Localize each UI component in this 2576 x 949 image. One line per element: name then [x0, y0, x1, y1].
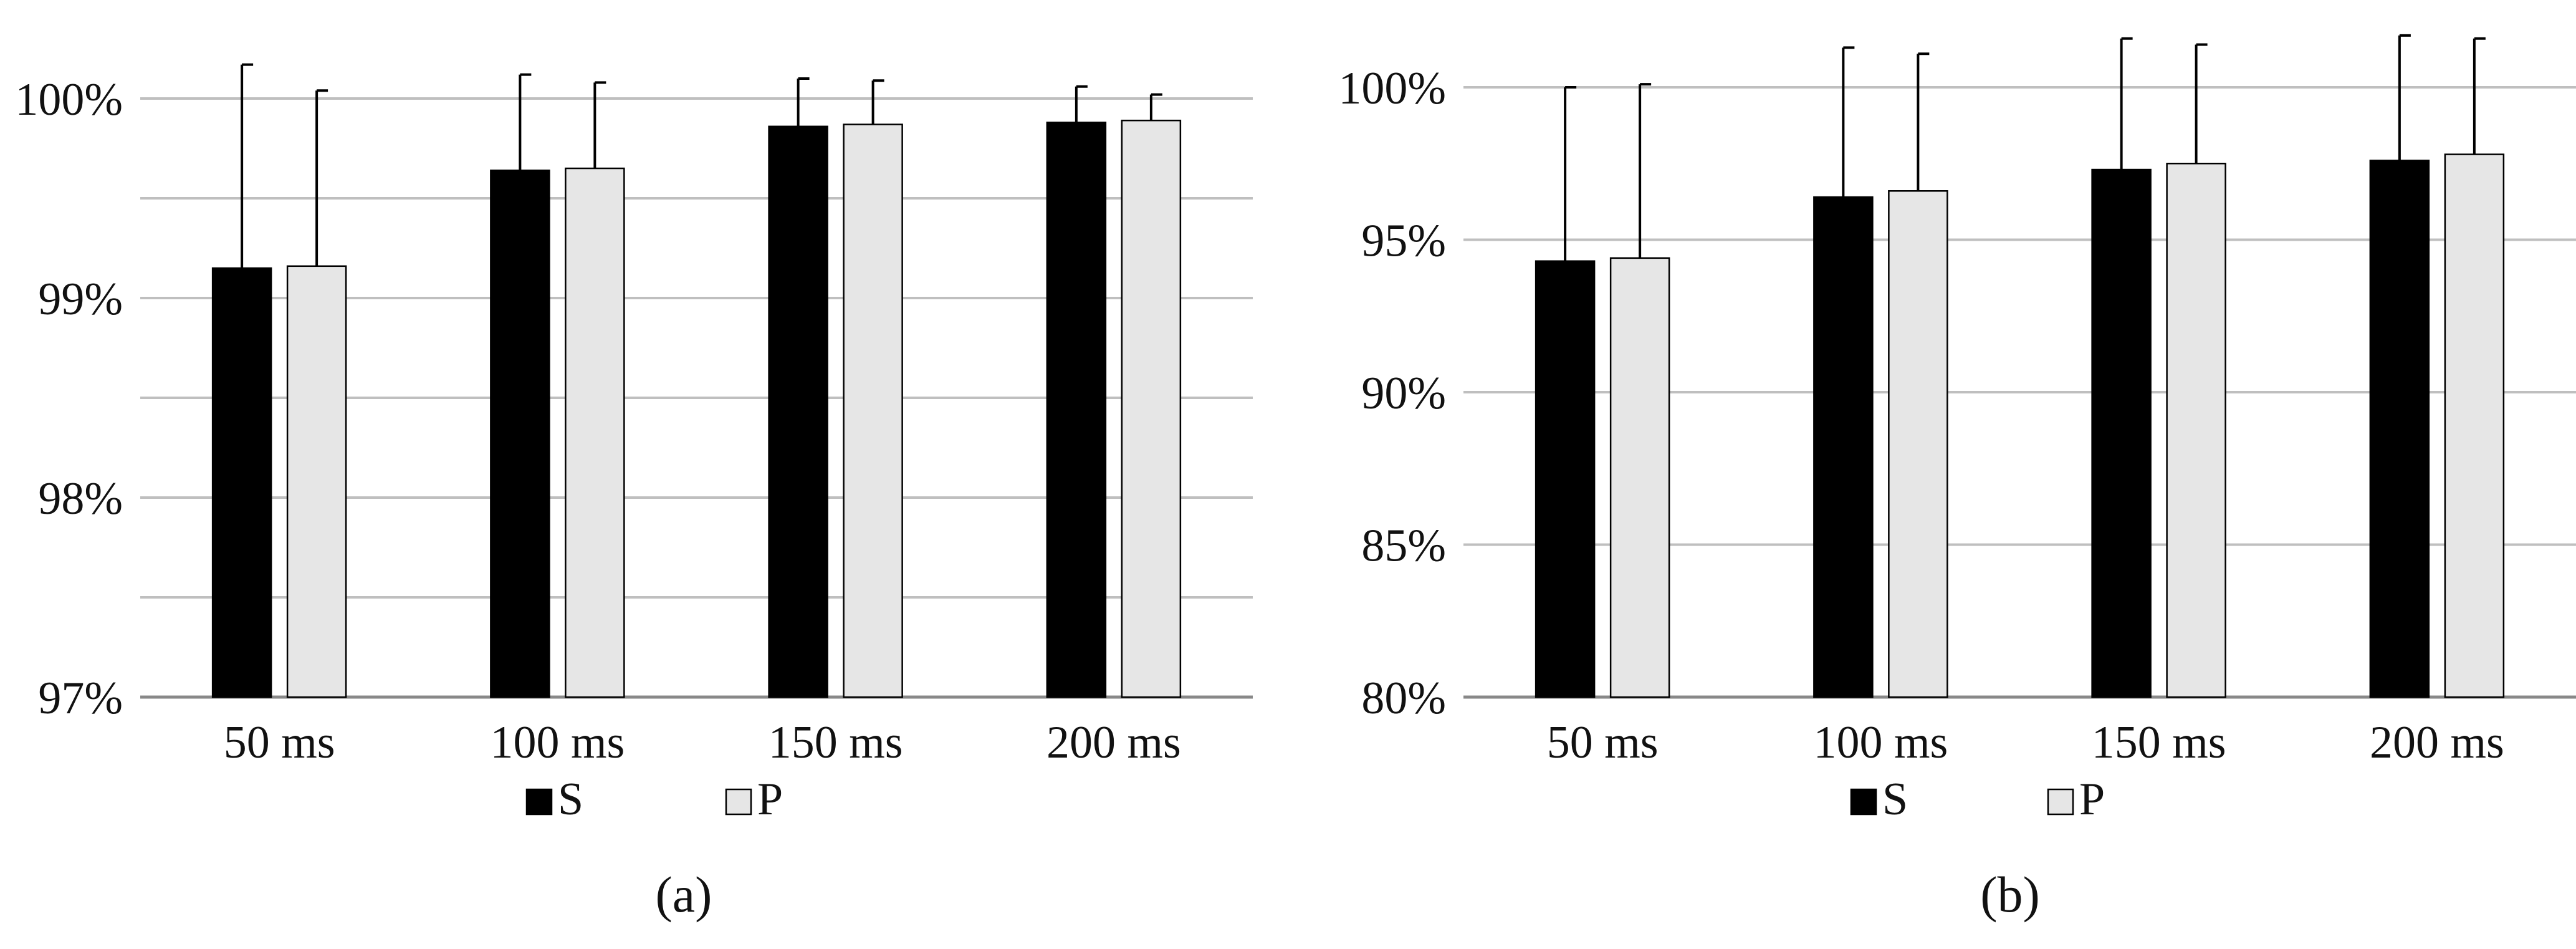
- bar-p-150ms: [2166, 163, 2226, 698]
- legend-swatch-p: [725, 788, 752, 816]
- y-tick-label: 100%: [15, 74, 123, 125]
- bar-s-100ms: [490, 169, 550, 698]
- y-tick-label: 80%: [1361, 673, 1446, 724]
- bar-s-150ms: [768, 125, 828, 698]
- legend-label-s: S: [558, 774, 583, 825]
- bar-p-100ms: [1888, 190, 1948, 698]
- bar-s-200ms: [2369, 160, 2430, 698]
- bar-s-50ms: [211, 267, 272, 698]
- panel-caption: (a): [655, 866, 712, 923]
- x-tick-label: 150 ms: [768, 717, 903, 768]
- x-tick-label: 50 ms: [1547, 717, 1659, 768]
- bar-p-50ms: [286, 265, 347, 698]
- panel-caption: (b): [1980, 866, 2040, 923]
- x-tick-label: 200 ms: [1046, 717, 1181, 768]
- y-tick-label: 97%: [38, 673, 123, 724]
- x-tick-label: 200 ms: [2370, 717, 2504, 768]
- bar-p-100ms: [565, 167, 625, 698]
- y-tick-label: 95%: [1361, 216, 1446, 267]
- bar-s-100ms: [1813, 196, 1874, 698]
- bar-p-200ms: [2444, 153, 2505, 698]
- y-tick-label: 100%: [1338, 63, 1446, 114]
- bar-p-150ms: [843, 123, 903, 698]
- x-tick-label: 50 ms: [224, 717, 335, 768]
- bar-s-150ms: [2091, 168, 2152, 698]
- chart-panel-a: 97% 98% 99% 100% 50 ms 100 ms 150 ms 200 ms S P (a…: [15, 63, 1253, 923]
- bar-p-200ms: [1121, 119, 1182, 698]
- bar-s-200ms: [1046, 122, 1107, 698]
- y-tick-label: 90%: [1361, 368, 1446, 419]
- legend-swatch-p: [2047, 788, 2074, 816]
- legend-swatch-s: [1850, 788, 1877, 816]
- legend-label-s: S: [1882, 774, 1908, 825]
- x-tick-label: 150 ms: [2092, 717, 2226, 768]
- legend-swatch-s: [525, 788, 553, 816]
- legend-label-p: P: [2079, 774, 2105, 825]
- y-tick-label: 99%: [38, 274, 123, 325]
- y-tick-label: 98%: [38, 473, 123, 524]
- chart-panel-b: 80% 85% 90% 95% 100% 50 ms 100 ms 150 ms 200 ms S…: [1338, 34, 2576, 923]
- bar-s-50ms: [1535, 260, 1596, 698]
- x-tick-label: 100 ms: [1813, 717, 1948, 768]
- bar-p-50ms: [1609, 257, 1670, 698]
- y-tick-label: 85%: [1361, 521, 1446, 572]
- legend-label-p: P: [757, 774, 783, 825]
- x-tick-label: 100 ms: [490, 717, 625, 768]
